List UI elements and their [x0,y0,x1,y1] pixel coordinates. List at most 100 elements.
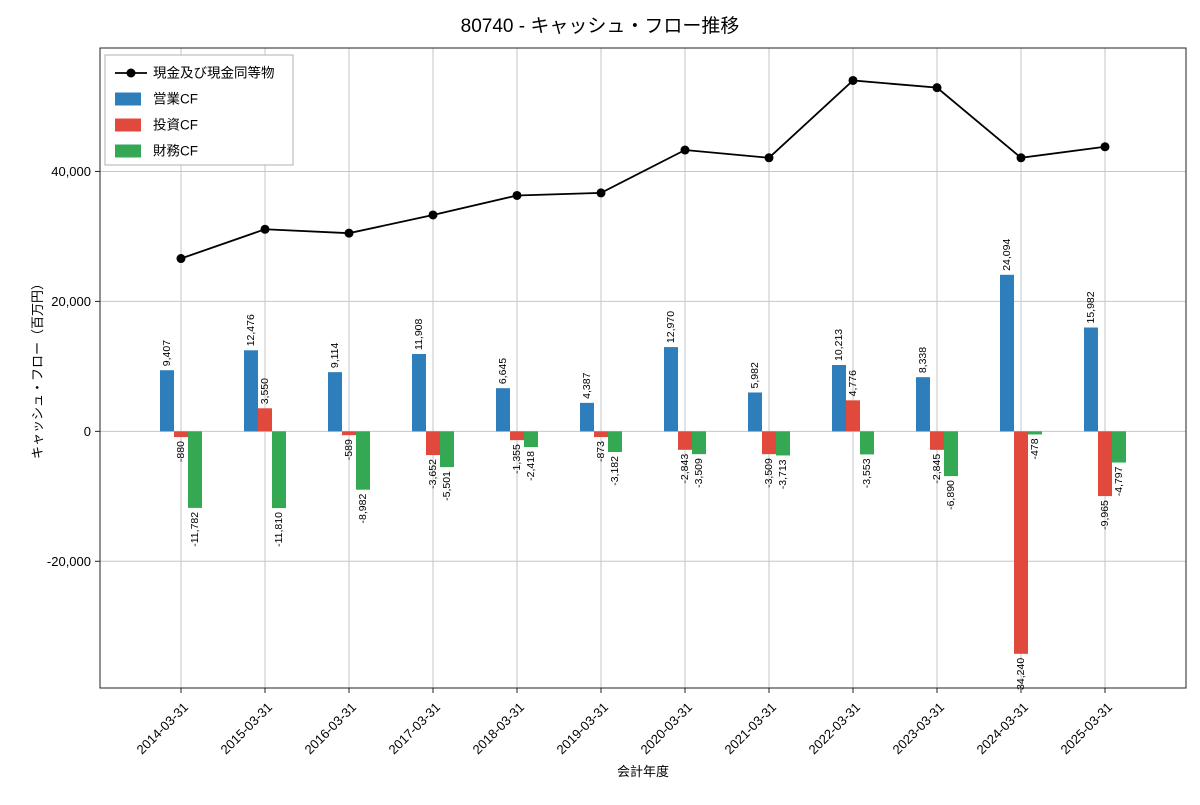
x-tick-label: 2023-03-31 [889,700,947,758]
bar [580,402,594,432]
x-tick-label: 2015-03-31 [217,700,275,758]
bar-value-label: 9,407 [161,340,173,366]
bar [510,431,524,441]
bar [160,370,174,432]
bar [258,408,272,432]
bar [496,388,510,432]
bar-value-label: -880 [175,441,187,462]
bar [412,353,426,432]
line-point [260,224,270,234]
bar [762,431,776,455]
y-tick-label: 40,000 [51,164,91,179]
cash-line [180,79,1106,260]
line-point [344,228,354,238]
legend-marker [126,68,136,78]
bar [328,372,342,432]
bar [188,431,202,508]
bar [594,431,608,438]
x-tick-label: 2017-03-31 [385,700,443,758]
line-point [680,145,690,155]
legend-swatch [115,92,141,106]
bar-value-label: 10,213 [833,329,845,361]
bar [1098,431,1112,497]
bar [860,431,874,455]
bar-value-label: 3,550 [259,378,271,404]
legend-label: 現金及び現金同等物 [153,65,275,81]
x-tick-label: 2014-03-31 [133,700,191,758]
bar [426,431,440,456]
bar-value-label: -2,845 [931,454,943,484]
y-axis-label: キャッシュ・フロー（百万円） [30,277,45,459]
bar [342,431,356,436]
x-tick-label: 2018-03-31 [469,700,527,758]
y-tick-label: -20,000 [47,554,91,569]
bar [776,431,790,456]
y-tick-label: 0 [84,424,91,439]
bar [1084,327,1098,432]
bar [1028,431,1042,435]
bar-value-label: -1,355 [511,444,523,474]
bar-value-label: -5,501 [441,471,453,501]
bar [846,400,860,432]
line-point [596,188,606,198]
x-axis-label: 会計年度 [617,764,669,779]
bar [524,431,538,448]
line-point [1100,142,1110,152]
bar-value-label: -9,965 [1099,500,1111,530]
bar-value-label: -3,509 [763,458,775,488]
bar [440,431,454,468]
legend-label: 投資CF [153,118,198,133]
bar-value-label: -3,509 [693,458,705,488]
legend-swatch [115,144,141,158]
line-point [848,75,858,85]
bar-value-label: -478 [1029,438,1041,459]
bar-value-label: -6,890 [945,480,957,510]
bar [832,364,846,432]
bar-value-label: -2,418 [525,451,537,481]
bar [272,431,286,509]
plot-border [99,47,1187,689]
bar-value-label: -11,810 [273,512,285,547]
bar [1014,431,1028,654]
bar-value-label: -8,982 [357,494,369,524]
bar [356,431,370,490]
bar [916,377,930,432]
bar-value-label: 9,114 [329,342,341,368]
x-tick-label: 2022-03-31 [805,700,863,758]
bar [678,431,692,450]
y-tick-label: 20,000 [51,294,91,309]
bar-value-label: 8,338 [917,347,929,373]
legend-swatch [115,118,141,132]
bar [608,431,622,453]
bar-value-label: -4,797 [1113,466,1125,496]
legend-label: 財務CF [153,144,198,159]
bar-value-label: -3,652 [427,459,439,489]
bar-series-1: 9,407 12,476 9,114 11,908 6,645 4,387 12,970 5,… [160,239,1098,432]
bar-value-label: -3,553 [861,458,873,488]
bar-value-label: 12,970 [665,311,677,343]
x-tick-label: 2020-03-31 [637,700,695,758]
bar [1000,274,1014,432]
bar-value-label: -3,182 [609,456,621,486]
bar [1112,431,1126,463]
line-point [932,83,942,93]
bar-value-label: -34,240 [1015,658,1027,694]
line-point [512,190,522,200]
bar-value-label: 4,776 [847,370,859,396]
bar-value-label: -2,843 [679,454,691,484]
line-point [764,153,774,163]
bar [748,392,762,432]
bar [944,431,958,477]
bar-value-label: -873 [595,441,607,462]
bar-series-3: -11,782 -11,810 -8,982 -5,501 -2,418 -3,182 -3… [188,431,1126,547]
bar-value-label: 4,387 [581,372,593,398]
bar [174,431,188,438]
line-point [428,210,438,220]
bar-value-label: 6,645 [497,358,509,384]
x-tick-label: 2025-03-31 [1057,700,1115,758]
bar-value-label: -3,713 [777,459,789,489]
